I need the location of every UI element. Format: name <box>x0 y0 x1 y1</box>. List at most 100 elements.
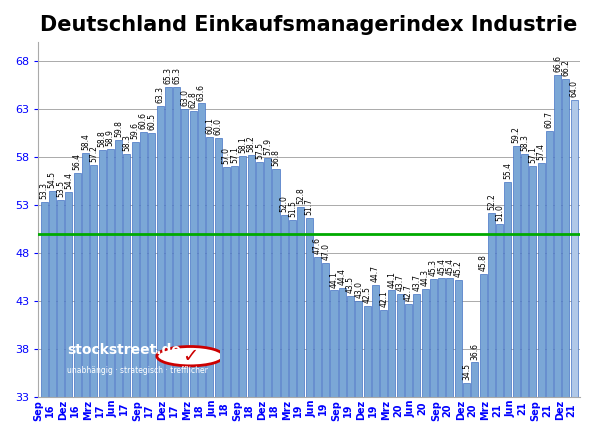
Bar <box>131 142 139 440</box>
Text: ✓: ✓ <box>182 347 198 366</box>
Text: 45.4: 45.4 <box>446 258 455 275</box>
Text: 57.5: 57.5 <box>255 142 264 159</box>
Bar <box>339 288 346 440</box>
Bar <box>74 172 81 440</box>
Bar <box>530 166 536 440</box>
Text: stockstreet.de: stockstreet.de <box>67 343 181 357</box>
Text: 60.6: 60.6 <box>139 112 148 129</box>
Text: 55.4: 55.4 <box>503 162 512 179</box>
Text: 51.5: 51.5 <box>288 200 297 216</box>
Text: 66.2: 66.2 <box>562 59 571 76</box>
Bar <box>223 167 230 440</box>
Text: 43.0: 43.0 <box>355 281 364 298</box>
Text: 43.7: 43.7 <box>412 275 421 291</box>
Text: 66.6: 66.6 <box>553 55 562 72</box>
Text: 59.2: 59.2 <box>512 126 521 143</box>
Text: 54.4: 54.4 <box>64 172 73 189</box>
Title: Deutschland Einkaufsmanagerindex Industrie: Deutschland Einkaufsmanagerindex Industr… <box>40 15 578 35</box>
Text: 53.5: 53.5 <box>56 180 65 198</box>
Bar <box>57 200 64 440</box>
Bar <box>239 156 246 440</box>
Bar <box>107 149 114 440</box>
Text: 51.7: 51.7 <box>305 198 314 215</box>
Bar <box>231 166 238 440</box>
Text: 45.2: 45.2 <box>454 260 463 277</box>
Bar <box>115 140 122 440</box>
Bar <box>314 257 321 440</box>
Text: 57.9: 57.9 <box>263 138 273 155</box>
Bar <box>546 131 553 440</box>
Bar <box>99 150 105 440</box>
Bar <box>463 382 470 440</box>
Bar <box>414 294 420 440</box>
Text: 59.8: 59.8 <box>114 120 123 137</box>
Text: 59.6: 59.6 <box>131 122 140 139</box>
Text: 45.8: 45.8 <box>478 254 487 271</box>
Bar <box>380 310 387 440</box>
Text: 58.9: 58.9 <box>106 129 115 146</box>
Bar <box>355 301 362 440</box>
Text: 44.1: 44.1 <box>330 271 339 288</box>
Bar <box>364 306 371 440</box>
Text: 44.4: 44.4 <box>338 268 347 285</box>
Text: 60.5: 60.5 <box>147 114 156 130</box>
Text: 64.0: 64.0 <box>569 80 579 97</box>
Bar <box>148 133 155 440</box>
Bar <box>140 132 147 440</box>
Bar <box>206 137 213 440</box>
Bar <box>123 154 130 440</box>
Text: 60.1: 60.1 <box>205 117 214 134</box>
Bar <box>306 218 312 440</box>
Text: 58.2: 58.2 <box>247 136 256 152</box>
Bar <box>405 304 412 440</box>
Text: 65.3: 65.3 <box>172 67 181 84</box>
Bar <box>198 103 205 440</box>
Bar <box>471 363 478 440</box>
Text: 58.3: 58.3 <box>520 135 529 151</box>
Bar <box>190 111 197 440</box>
Text: 45.3: 45.3 <box>429 259 438 276</box>
Bar <box>330 290 337 440</box>
Bar <box>65 192 73 440</box>
Bar <box>181 109 189 440</box>
Text: 58.4: 58.4 <box>81 134 90 150</box>
Bar <box>430 279 437 440</box>
Text: 62.8: 62.8 <box>189 92 198 108</box>
Bar <box>281 215 288 440</box>
Bar <box>90 165 98 440</box>
Bar <box>496 224 503 440</box>
Text: 44.1: 44.1 <box>387 271 396 288</box>
Text: 60.7: 60.7 <box>545 111 554 128</box>
Bar <box>256 162 263 440</box>
Bar <box>273 169 280 440</box>
Text: 56.8: 56.8 <box>271 149 280 166</box>
Bar <box>488 213 495 440</box>
Text: 36.6: 36.6 <box>470 343 480 359</box>
Bar <box>49 191 56 440</box>
Text: 63.0: 63.0 <box>180 89 189 106</box>
Text: 43.7: 43.7 <box>396 275 405 291</box>
Text: 57.4: 57.4 <box>537 143 546 160</box>
Bar <box>554 75 561 440</box>
Bar <box>422 289 428 440</box>
Text: 54.5: 54.5 <box>48 171 57 188</box>
Text: 42.1: 42.1 <box>379 290 388 307</box>
Bar <box>215 138 221 440</box>
Text: 44.7: 44.7 <box>371 265 380 282</box>
Text: 58.1: 58.1 <box>239 136 248 154</box>
Text: 47.6: 47.6 <box>313 237 322 254</box>
Bar <box>289 220 296 440</box>
Bar <box>537 163 544 440</box>
Bar <box>521 154 528 440</box>
Bar <box>173 87 180 440</box>
Text: 43.5: 43.5 <box>346 276 355 293</box>
Text: 52.0: 52.0 <box>280 195 289 212</box>
Text: 63.6: 63.6 <box>197 84 206 101</box>
Text: 57.0: 57.0 <box>222 147 231 164</box>
Bar <box>562 79 569 440</box>
Bar <box>322 263 329 440</box>
Bar <box>372 285 379 440</box>
Text: 52.2: 52.2 <box>487 193 496 210</box>
Bar <box>513 146 520 440</box>
Bar <box>165 87 172 440</box>
